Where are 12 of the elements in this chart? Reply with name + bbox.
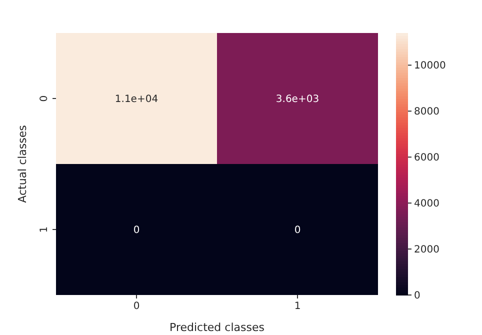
color-bar-label: 10000 <box>414 60 446 72</box>
y-axis-title: Actual classes <box>16 124 29 203</box>
data-label: 1.1e+04 <box>114 94 158 105</box>
color-bar-label: 0 <box>414 290 420 302</box>
color-bar-label: 4000 <box>414 198 440 210</box>
data-label: 0 <box>294 225 301 236</box>
color-bar-label: 8000 <box>414 106 440 118</box>
data-label: 3.6e+03 <box>276 94 320 105</box>
color-bar-label: 2000 <box>414 244 440 256</box>
data-label: 0 <box>133 225 140 236</box>
x-axis-title: Predicted classes <box>170 321 265 334</box>
color-bar-label: 6000 <box>414 152 440 164</box>
